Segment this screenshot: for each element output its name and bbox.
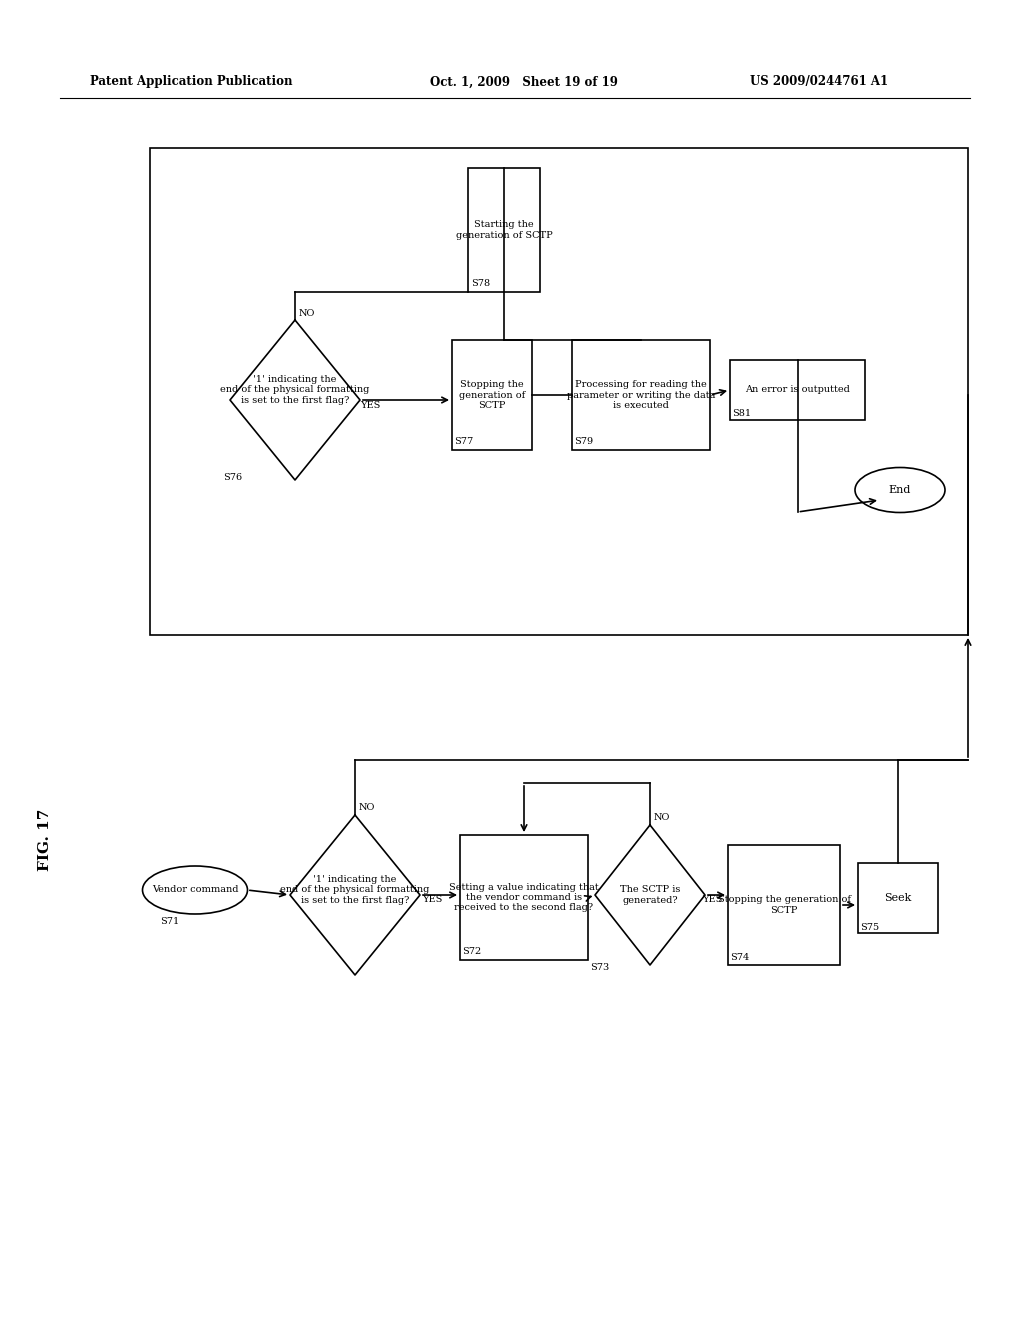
Text: Stopping the generation of
SCTP: Stopping the generation of SCTP xyxy=(718,895,851,915)
Text: S75: S75 xyxy=(860,923,880,932)
Text: FIG. 17: FIG. 17 xyxy=(38,809,52,871)
Text: S72: S72 xyxy=(462,948,481,957)
Text: Patent Application Publication: Patent Application Publication xyxy=(90,75,293,88)
Text: S77: S77 xyxy=(454,437,473,446)
Text: S81: S81 xyxy=(732,409,752,418)
Text: NO: NO xyxy=(654,813,671,821)
Text: US 2009/0244761 A1: US 2009/0244761 A1 xyxy=(750,75,888,88)
Text: YES: YES xyxy=(422,895,442,904)
Text: Vendor command: Vendor command xyxy=(152,886,239,895)
Text: S79: S79 xyxy=(574,437,593,446)
Text: End: End xyxy=(889,484,911,495)
Text: Oct. 1, 2009   Sheet 19 of 19: Oct. 1, 2009 Sheet 19 of 19 xyxy=(430,75,617,88)
Text: S76: S76 xyxy=(223,474,242,483)
Text: S78: S78 xyxy=(471,280,490,289)
Text: S71: S71 xyxy=(160,917,179,927)
Text: YES: YES xyxy=(701,895,722,904)
Text: YES: YES xyxy=(359,400,380,409)
Text: Starting the
generation of SCTP: Starting the generation of SCTP xyxy=(456,220,552,240)
Text: '1' indicating the
end of the physical formatting
is set to the first flag?: '1' indicating the end of the physical f… xyxy=(220,375,370,405)
Text: Processing for reading the
parameter or writing the data
is executed: Processing for reading the parameter or … xyxy=(567,380,715,411)
Text: Stopping the
generation of
SCTP: Stopping the generation of SCTP xyxy=(459,380,525,411)
Text: An error is outputted: An error is outputted xyxy=(745,385,850,395)
Text: '1' indicating the
end of the physical formatting
is set to the first flag?: '1' indicating the end of the physical f… xyxy=(281,875,430,906)
Text: NO: NO xyxy=(299,309,315,318)
Text: Setting a value indicating that
the vendor command is
received to the second fla: Setting a value indicating that the vend… xyxy=(450,883,599,912)
Text: Seek: Seek xyxy=(885,894,911,903)
Text: The SCTP is
generated?: The SCTP is generated? xyxy=(620,886,680,904)
Text: S74: S74 xyxy=(730,953,750,961)
Text: NO: NO xyxy=(359,803,376,812)
Text: S73: S73 xyxy=(590,962,609,972)
